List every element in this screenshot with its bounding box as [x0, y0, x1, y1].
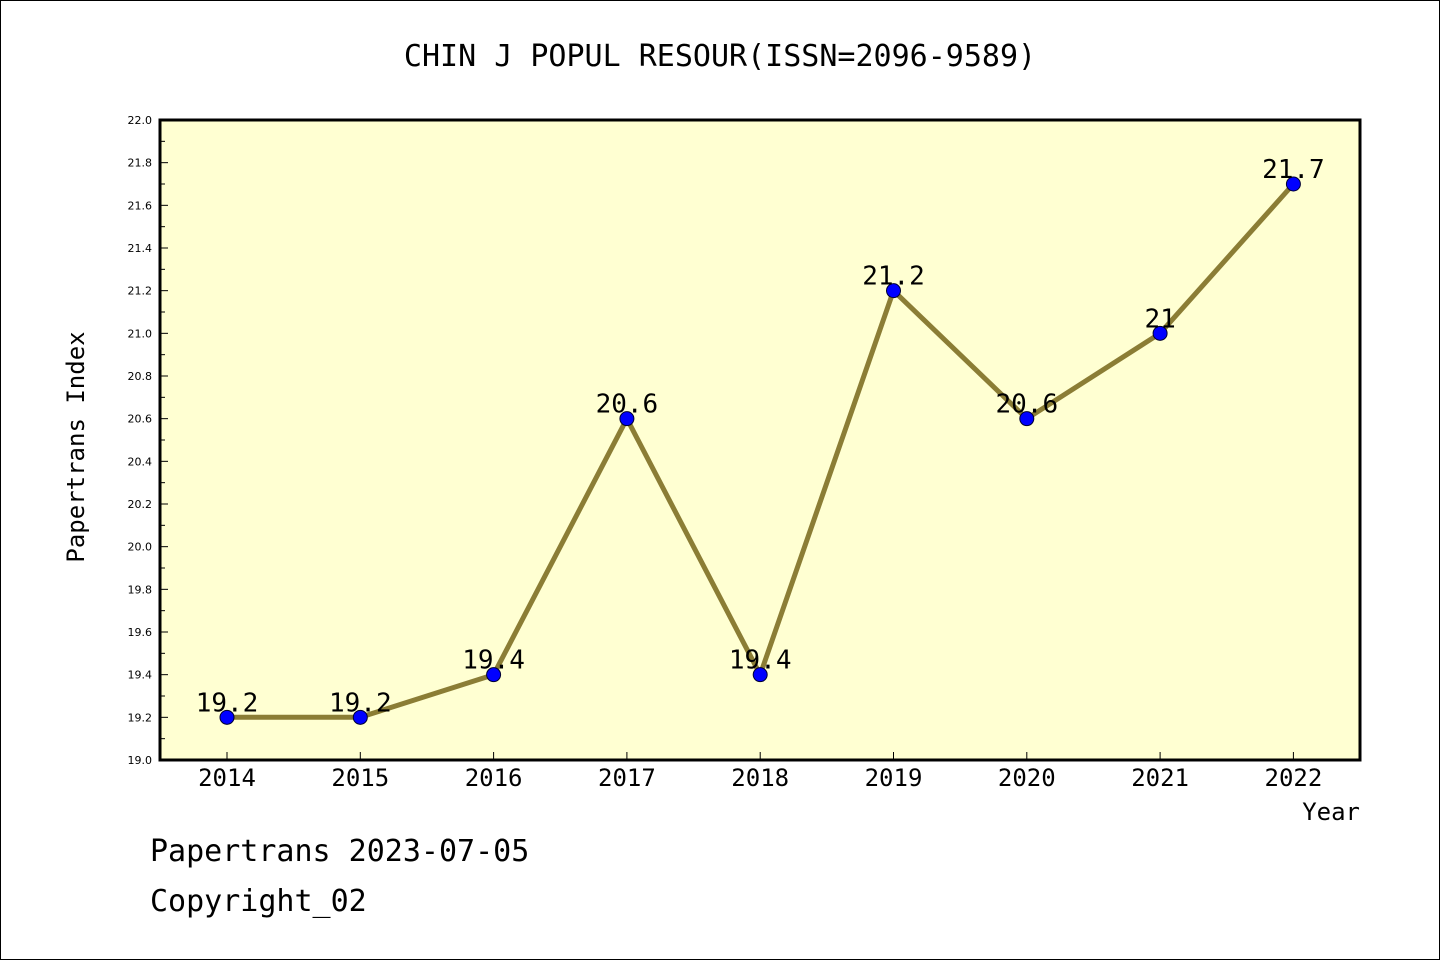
y-tick-label: 20.4	[128, 455, 153, 468]
y-tick-label: 19.4	[128, 669, 153, 682]
y-tick-label: 21.0	[128, 327, 153, 340]
y-axis: 19.0 19.2 19.4 19.6 19.8 20.0 20.2 20.4 20.6 20.8…	[128, 114, 168, 767]
data-label: 19.4	[462, 646, 525, 676]
data-point	[219, 709, 235, 725]
y-tick-label: 21.6	[128, 199, 153, 212]
y-tick-label: 19.6	[128, 626, 153, 639]
y-tick-label: 21.4	[128, 242, 153, 255]
y-tick-label: 20.8	[128, 370, 153, 383]
y-tick-label: 20.6	[128, 413, 153, 426]
plot-area	[160, 120, 1360, 760]
series-markers	[219, 176, 1301, 725]
x-tick-label: 2018	[731, 764, 789, 792]
data-point	[486, 667, 502, 683]
x-tick-label: 2020	[998, 764, 1056, 792]
y-tick-label: 21.8	[128, 157, 153, 170]
chart-title: CHIN J POPUL RESOUR(ISSN=2096-9589)	[404, 39, 1036, 74]
x-tick-label: 2022	[1265, 764, 1323, 792]
data-label: 20.6	[596, 390, 659, 420]
x-tick-label: 2021	[1131, 764, 1189, 792]
data-label: 20.6	[995, 390, 1058, 420]
y-tick-label: 19.2	[128, 711, 153, 724]
plot-border	[158, 118, 1362, 762]
x-axis: 2014 2015 2016 2017 2018 2019 2020 2021 2022	[198, 752, 1322, 792]
data-label: 19.2	[329, 688, 392, 718]
data-label: 21.7	[1262, 155, 1325, 185]
x-tick-label: 2017	[598, 764, 656, 792]
footer-date: Papertrans 2023-07-05	[150, 834, 530, 869]
x-tick-label: 2015	[331, 764, 389, 792]
data-label: 19.4	[729, 646, 792, 676]
data-label: 21	[1144, 304, 1175, 334]
data-labels: 19.2 19.2 19.4 20.6 19.4 21.2 20.6 21 21.7	[196, 155, 1325, 718]
y-tick-label: 19.8	[128, 583, 153, 596]
y-tick-label: 21.2	[128, 285, 153, 298]
data-point	[1019, 411, 1035, 427]
y-tick-label: 19.0	[128, 754, 153, 767]
data-point	[1285, 176, 1301, 192]
y-axis-label: Papertrans Index	[62, 331, 90, 562]
data-point	[752, 667, 768, 683]
data-point	[619, 411, 635, 427]
data-point	[1152, 325, 1168, 341]
y-tick-label: 20.0	[128, 541, 153, 554]
data-label: 19.2	[196, 688, 259, 718]
data-point	[352, 709, 368, 725]
data-label: 21.2	[862, 262, 925, 292]
x-tick-label: 2019	[865, 764, 923, 792]
y-tick-label: 22.0	[128, 114, 153, 127]
x-tick-label: 2014	[198, 764, 256, 792]
data-point	[886, 283, 901, 299]
footer-copyright: Copyright_02	[150, 884, 367, 919]
x-axis-label: Year	[1302, 798, 1360, 826]
x-tick-label: 2016	[465, 764, 523, 792]
y-tick-label: 20.2	[128, 498, 153, 511]
